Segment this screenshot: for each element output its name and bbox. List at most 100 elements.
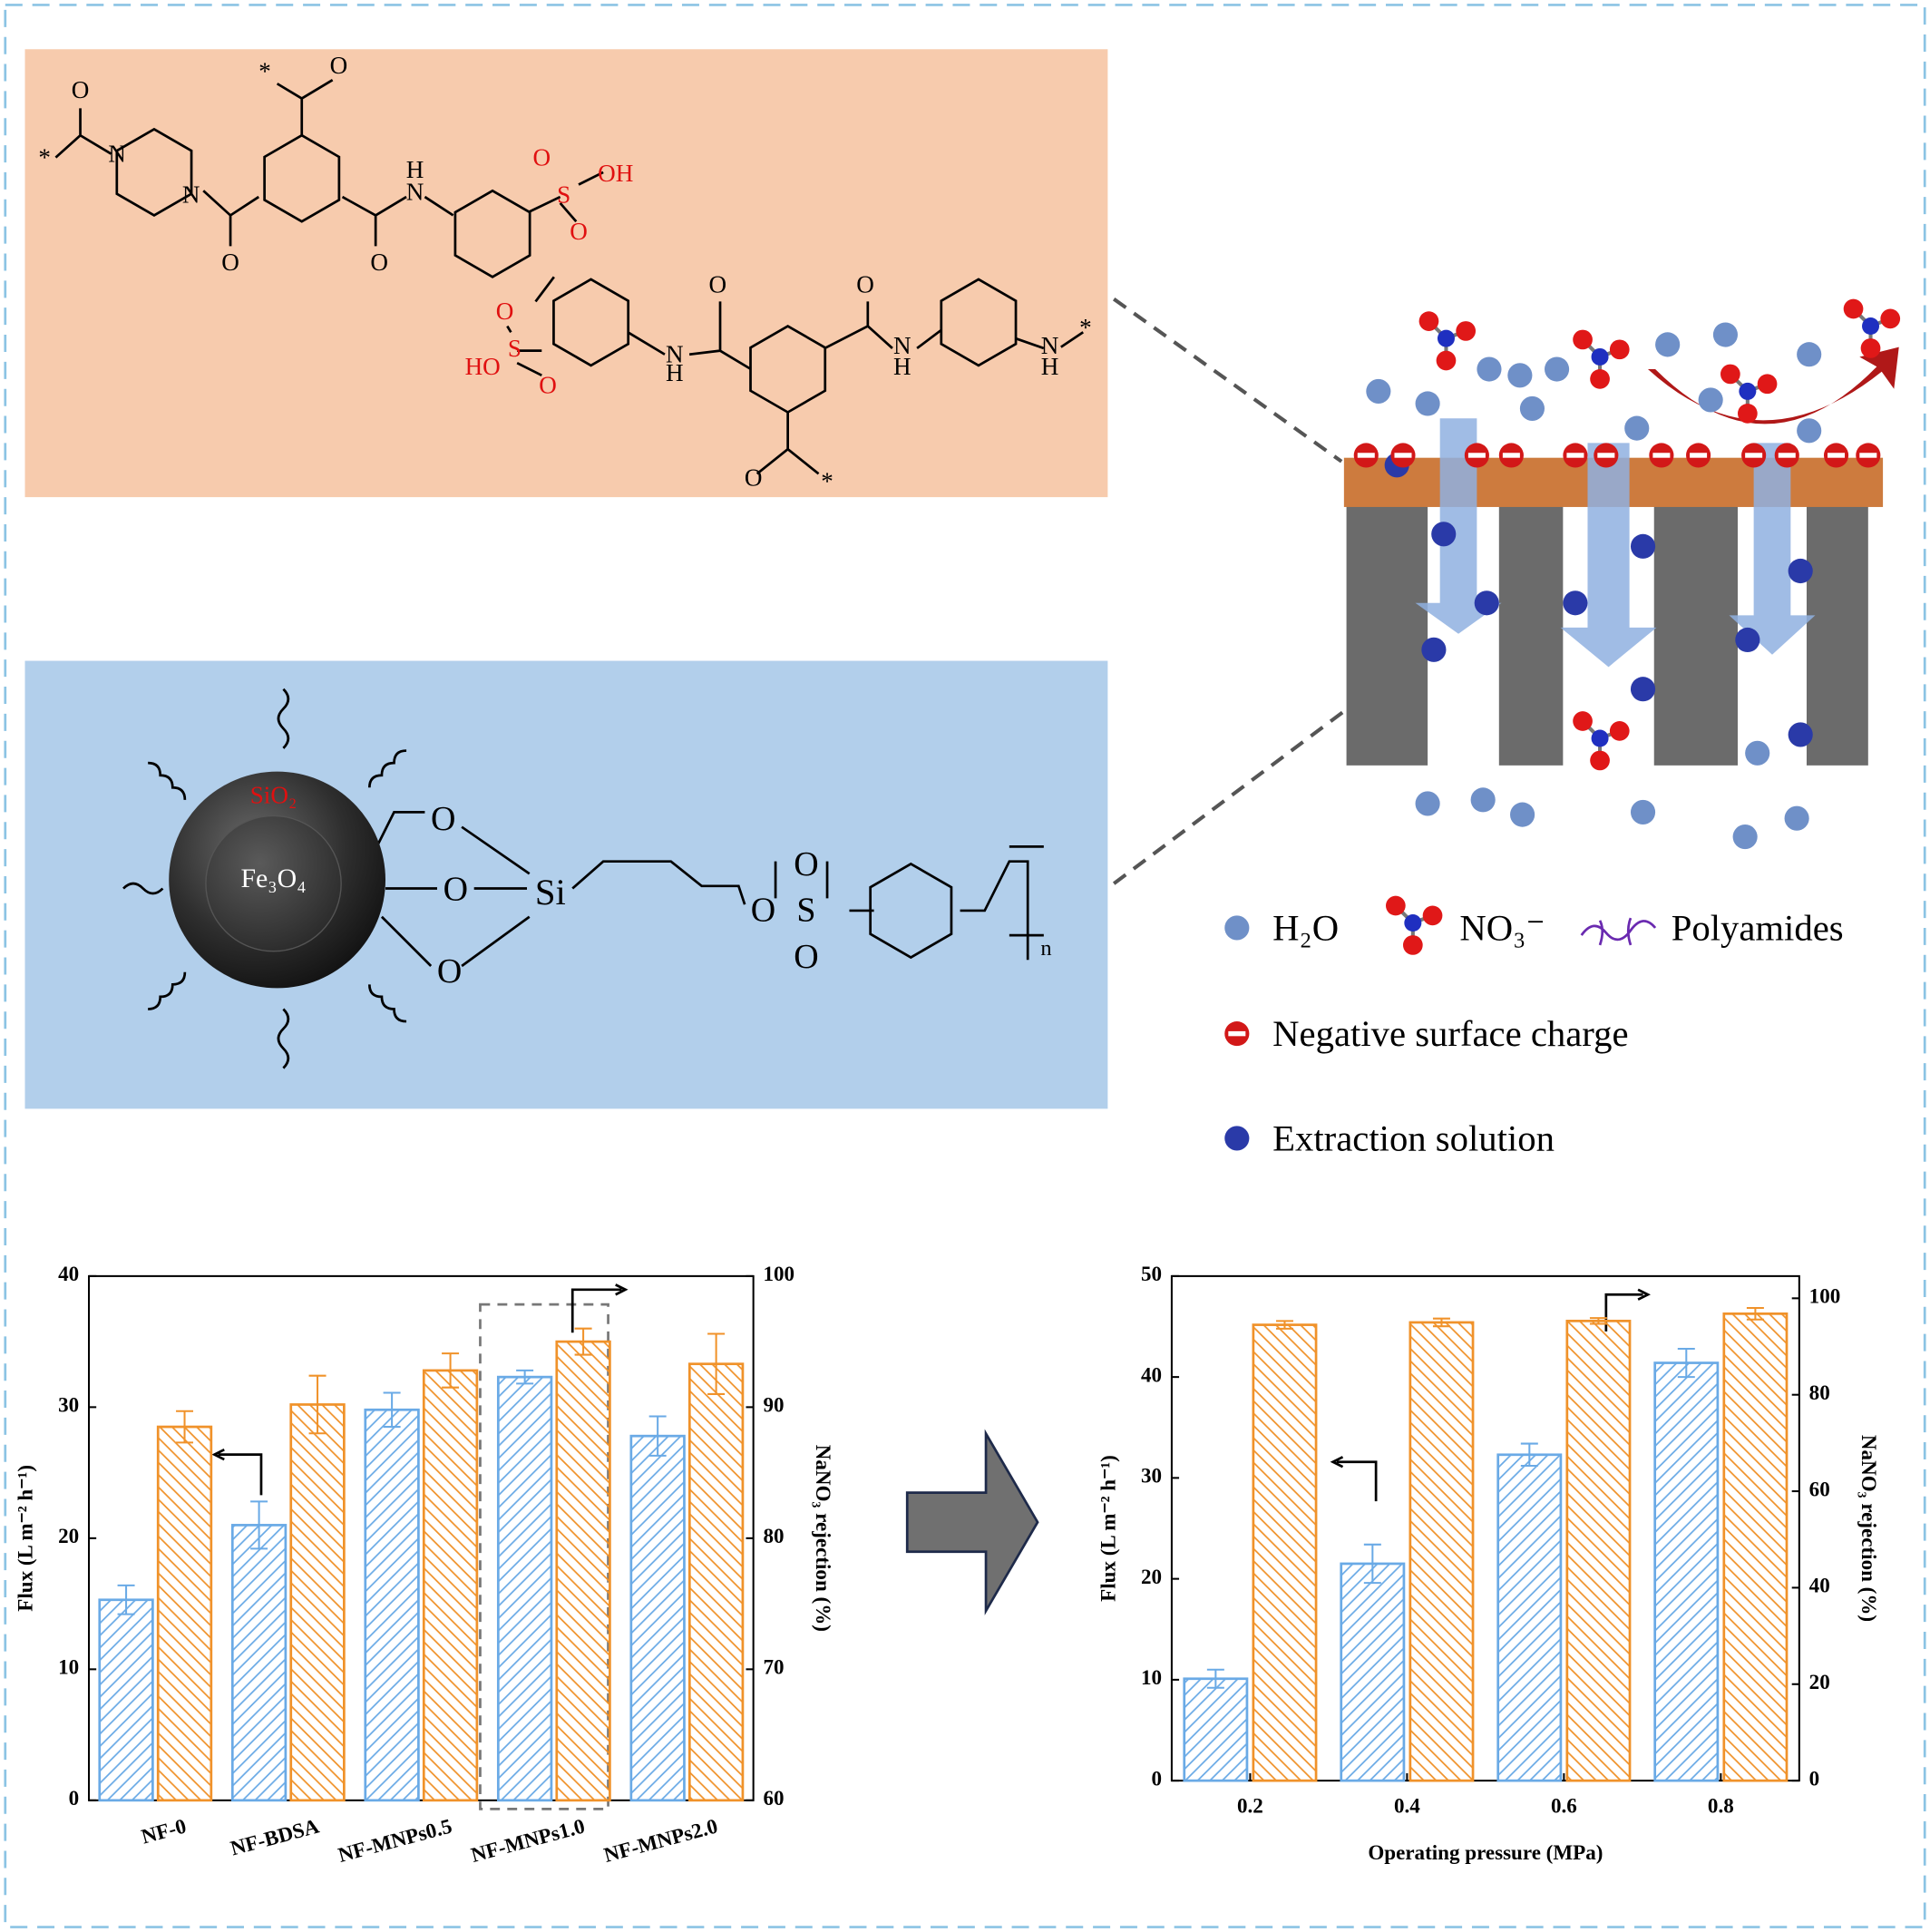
error-bar xyxy=(1746,1306,1764,1321)
bar xyxy=(1722,1312,1789,1782)
y-tick-label: 10 xyxy=(1141,1665,1162,1689)
oxygen xyxy=(1757,374,1778,395)
water xyxy=(1630,799,1656,825)
error-bar xyxy=(1275,1320,1293,1330)
water xyxy=(1698,387,1723,413)
oxygen xyxy=(1590,369,1610,389)
core-label: Fe₃O₄ xyxy=(240,864,306,893)
atom-label: O xyxy=(794,845,818,883)
bar xyxy=(289,1403,346,1802)
ring xyxy=(263,133,341,223)
oxygen xyxy=(1402,935,1423,955)
y2-tick-label: 20 xyxy=(1809,1670,1830,1693)
atom-label: O xyxy=(856,270,874,298)
x-tick-label: 0.8 xyxy=(1708,1793,1734,1817)
extraction xyxy=(1630,533,1656,559)
charge-minus xyxy=(1467,453,1486,458)
oxygen xyxy=(1456,321,1477,341)
y2-tick-label: 60 xyxy=(1809,1477,1830,1500)
y-axis-label: Flux (L m⁻² h⁻¹) xyxy=(1096,1455,1119,1602)
atom-label: O xyxy=(431,800,455,838)
y2-tick-label: 0 xyxy=(1809,1766,1820,1790)
atom-label: O xyxy=(709,270,727,298)
atom-label: * xyxy=(821,467,833,494)
atom-label: O xyxy=(330,52,348,79)
atom-label: O xyxy=(539,372,557,399)
y2-tick-label: 90 xyxy=(764,1393,785,1417)
shell-label: SiO₂ xyxy=(250,781,297,808)
oxygen xyxy=(1860,338,1881,358)
oxygen xyxy=(1573,711,1593,731)
oxygen xyxy=(1418,311,1439,331)
atom-label: OH xyxy=(598,160,633,187)
bar xyxy=(1409,1321,1475,1782)
atom-label: H xyxy=(406,156,424,183)
error-bar xyxy=(1363,1543,1381,1585)
atom-label: HO xyxy=(465,353,501,380)
oxygen xyxy=(1720,364,1740,385)
y2-tick-label: 100 xyxy=(764,1262,795,1285)
atom-label: * xyxy=(258,58,271,85)
atom-label: S xyxy=(557,181,570,208)
polymer-panel xyxy=(24,49,1108,498)
atom-label: O xyxy=(444,870,468,908)
atom-label: Si xyxy=(535,872,566,912)
y2-tick-label: 70 xyxy=(764,1655,785,1679)
nitrogen xyxy=(1404,914,1422,932)
y-tick-label: 0 xyxy=(69,1786,80,1810)
atom-label: H xyxy=(893,353,911,380)
bar xyxy=(629,1434,686,1802)
water xyxy=(1655,332,1681,357)
bar xyxy=(364,1408,420,1802)
atom-label: O xyxy=(221,249,239,276)
charge-minus xyxy=(1652,453,1671,458)
water xyxy=(1732,824,1758,850)
nitrogen xyxy=(1591,729,1609,747)
extraction xyxy=(1735,627,1760,653)
legend-nitrate xyxy=(1385,895,1443,955)
ring xyxy=(940,278,1018,367)
legend-charge-minus xyxy=(1228,1030,1246,1037)
oxygen xyxy=(1573,329,1593,350)
extraction xyxy=(1474,590,1499,616)
bar xyxy=(422,1369,479,1802)
oxygen xyxy=(1609,721,1630,741)
charge-minus xyxy=(1690,453,1708,458)
water xyxy=(1624,415,1650,441)
error-bar xyxy=(117,1584,135,1615)
x-tick-label: NF-MNPs1.0 xyxy=(468,1814,587,1867)
y-tick-label: 40 xyxy=(1141,1362,1162,1386)
particle-core xyxy=(205,815,342,952)
bar xyxy=(496,1375,553,1802)
oxygen xyxy=(1436,350,1457,371)
y-axis-label: Flux (L m⁻² h⁻¹) xyxy=(14,1465,37,1612)
legend-label: H₂O xyxy=(1272,907,1339,948)
error-bar xyxy=(442,1352,460,1389)
oxygen xyxy=(1609,339,1630,360)
linker-bonds xyxy=(122,688,1044,1069)
error-bar xyxy=(308,1374,327,1435)
charge-minus xyxy=(1745,453,1763,458)
atom-label: N xyxy=(1041,332,1059,359)
bar xyxy=(555,1340,611,1802)
bar xyxy=(98,1598,154,1802)
atom-label: S xyxy=(508,335,521,362)
legend-label: Negative surface charge xyxy=(1272,1013,1628,1054)
extraction xyxy=(1563,590,1588,616)
bar xyxy=(1653,1361,1720,1782)
legend-label: Extraction solution xyxy=(1272,1117,1555,1158)
atom-label: O xyxy=(751,891,775,929)
atom-label: N xyxy=(893,332,911,359)
legend-water xyxy=(1224,915,1250,941)
charge-minus xyxy=(1778,453,1796,458)
error-bar xyxy=(1677,1347,1695,1379)
error-bar xyxy=(176,1410,194,1444)
connector xyxy=(1112,298,1343,463)
x-tick-label: 0.6 xyxy=(1551,1793,1577,1817)
y2-tick-label: 80 xyxy=(764,1524,785,1547)
water xyxy=(1797,418,1822,444)
extraction xyxy=(1630,677,1656,702)
y-tick-label: 20 xyxy=(58,1524,79,1547)
extraction xyxy=(1788,558,1813,584)
connector xyxy=(1112,709,1346,885)
